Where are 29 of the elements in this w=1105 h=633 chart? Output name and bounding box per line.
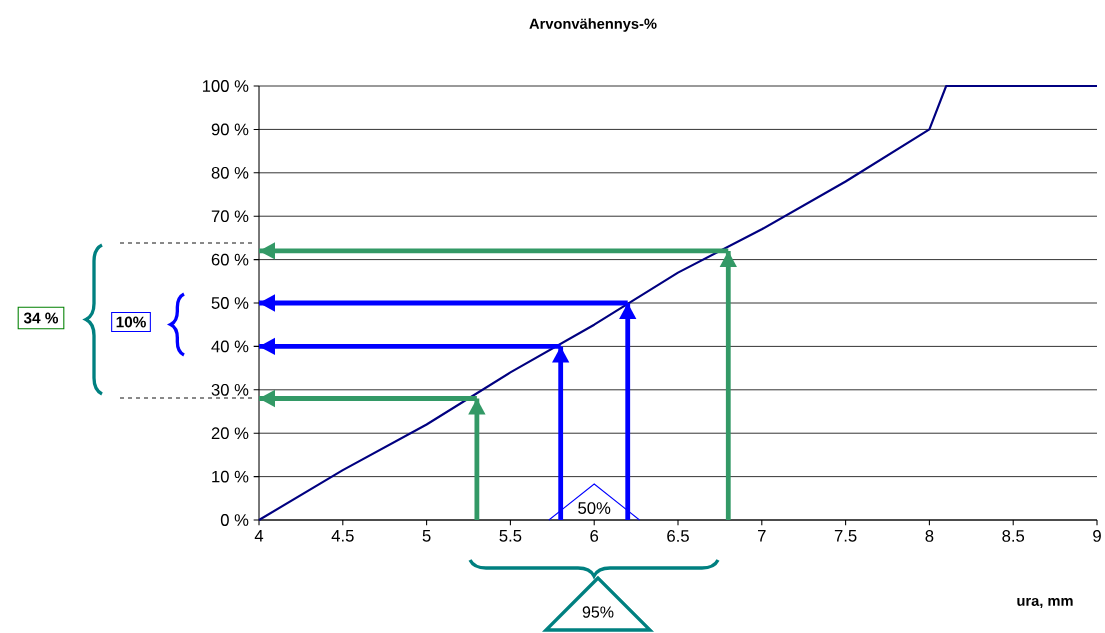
- x-tick-label: 9: [1093, 530, 1101, 542]
- chart-title: Arvonvähennys-%: [529, 18, 657, 32]
- x-tick-label: 8.5: [1002, 530, 1025, 542]
- text: 95%: [582, 606, 614, 618]
- x-tick-label: 4: [254, 530, 264, 542]
- text: 34 %: [23, 312, 59, 324]
- x-axis-title: ura, mm: [1017, 597, 1073, 609]
- y-tick-label: 40 %: [211, 340, 249, 353]
- x-tick-label: 7: [758, 530, 766, 542]
- y-tick-label: 70 %: [211, 210, 249, 223]
- x-tick-label: 7.5: [834, 530, 857, 542]
- y-tick-label: 20 %: [211, 427, 249, 440]
- y-tick-label: 0 %: [220, 514, 249, 526]
- y-tick-label: 60 %: [211, 253, 249, 266]
- y-tick-label: 10 %: [212, 470, 249, 483]
- y-tick-label: 80 %: [211, 166, 249, 179]
- x-tick-label: 4.5: [331, 530, 354, 542]
- annotation: 50%: [578, 502, 611, 514]
- y-tick-label: 30 %: [211, 383, 249, 396]
- x-tick-label: 8: [925, 530, 934, 542]
- x-tick-label: 5.5: [499, 530, 522, 542]
- line-series: [257, 84, 1099, 522]
- x-tick-label: 5: [422, 530, 431, 542]
- x-tick-label: 6.5: [667, 530, 689, 542]
- x-tick-label: 6: [590, 530, 599, 542]
- y-tick-label: 100 %: [202, 80, 249, 92]
- text: 10%: [116, 316, 146, 328]
- y-tick-label: 90 %: [211, 123, 249, 136]
- y-tick-label: 50 %: [211, 297, 249, 309]
